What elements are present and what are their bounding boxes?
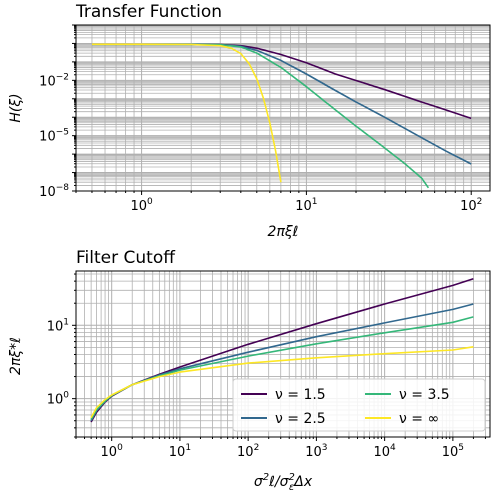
transfer-function-xlabel: 2πξℓ [268, 224, 299, 240]
y-tick-exponent: 1 [63, 317, 69, 327]
x-tick-base: 10 [130, 199, 147, 214]
y-tick-label: 100 [47, 391, 70, 408]
x-tick-exponent: 4 [390, 443, 396, 453]
series-line-2 [90, 316, 474, 420]
y-tick-label: 10−2 [39, 72, 69, 89]
y-tick-base: 10 [39, 130, 56, 145]
x-tick-base: 10 [305, 445, 322, 460]
filter-cutoff-title: Filter Cutoff [76, 248, 176, 268]
x-tick-exponent: 3 [322, 443, 328, 453]
filter-cutoff-ylabel: 2πξ*ℓ [8, 337, 24, 375]
x-tick-exponent: 5 [458, 443, 464, 453]
transfer-function-title: Transfer Function [75, 2, 222, 22]
filter-cutoff-xlabel: σ2ℓ/σ2 εΔx [254, 472, 313, 493]
x-tick-label: 105 [442, 443, 464, 460]
y-tick-label: 101 [47, 317, 69, 334]
y-tick-base: 10 [39, 185, 56, 200]
y-tick-exponent: −2 [56, 72, 69, 82]
y-tick-label: 10−8 [39, 183, 69, 200]
x-tick-exponent: 1 [185, 443, 191, 453]
y-tick-exponent: −8 [56, 183, 70, 193]
y-tick-base: 10 [47, 393, 64, 408]
x-tick-label: 100 [130, 197, 153, 214]
y-tick-label: 10−5 [39, 128, 69, 145]
transfer-function-ylabel: H(ξ) [8, 93, 24, 122]
x-tick-base: 10 [169, 445, 186, 460]
x-tick-exponent: 1 [312, 197, 318, 207]
x-tick-exponent: 2 [477, 197, 483, 207]
x-tick-exponent: 2 [254, 443, 260, 453]
legend-frame [232, 378, 486, 432]
legend-label-0: ν = 1.5 [275, 387, 326, 403]
x-tick-base: 10 [101, 445, 118, 460]
series-line-3 [90, 346, 474, 419]
filter-cutoff-series [90, 278, 474, 423]
x-tick-label: 102 [237, 443, 259, 460]
legend-label-3: ν = ∞ [399, 411, 439, 427]
x-tick-label: 103 [305, 443, 327, 460]
x-tick-label: 100 [101, 443, 124, 460]
legend: ν = 1.5 ν = 2.5 ν = 3.5 ν = ∞ [232, 378, 486, 432]
x-tick-base: 10 [460, 199, 477, 214]
y-tick-exponent: 0 [63, 391, 69, 401]
x-tick-base: 10 [442, 445, 459, 460]
x-tick-label: 104 [373, 443, 396, 460]
x-tick-base: 10 [237, 445, 254, 460]
legend-label-2: ν = 3.5 [399, 387, 450, 403]
x-tick-exponent: 0 [117, 443, 123, 453]
x-tick-exponent: 0 [147, 197, 153, 207]
x-tick-label: 102 [460, 197, 482, 214]
series-line-3 [92, 43, 282, 183]
y-tick-base: 10 [39, 74, 56, 89]
x-tick-base: 10 [373, 445, 390, 460]
transfer-function-plot-area [75, 24, 491, 192]
transfer-function-grid [75, 24, 490, 192]
x-tick-label: 101 [295, 197, 317, 214]
legend-label-1: ν = 2.5 [275, 411, 326, 427]
x-tick-label: 101 [169, 443, 191, 460]
y-tick-base: 10 [47, 319, 64, 334]
x-tick-base: 10 [295, 199, 312, 214]
y-tick-exponent: −5 [56, 128, 69, 138]
transfer-function-series [92, 43, 472, 189]
